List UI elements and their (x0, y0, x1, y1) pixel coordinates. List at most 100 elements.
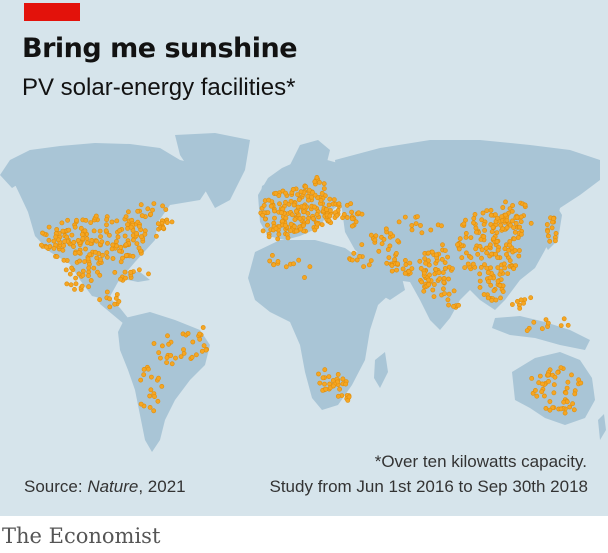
solar-facility-dot (437, 276, 443, 282)
solar-facility-dot (150, 207, 155, 213)
solar-facility-dot (418, 223, 423, 228)
solar-facility-dot (348, 201, 354, 207)
solar-facility-dot (336, 201, 342, 207)
solar-facility-dot (282, 223, 288, 228)
solar-facility-dot (159, 343, 165, 349)
solar-facility-dot (403, 262, 409, 268)
solar-facility-dot (392, 257, 397, 262)
solar-facility-dot (346, 394, 352, 400)
solar-facility-dot (74, 217, 79, 223)
solar-facility-dot (260, 212, 266, 218)
solar-facility-dot (125, 222, 130, 227)
solar-facility-dot (107, 296, 112, 302)
solar-facility-dot (564, 399, 570, 405)
solar-facility-dot (498, 222, 504, 228)
solar-facility-dot (478, 236, 484, 242)
solar-facility-dot (439, 223, 444, 229)
solar-facility-dot (54, 227, 60, 232)
solar-facility-dot (105, 240, 110, 246)
solar-facility-dot (344, 215, 350, 220)
solar-facility-dot (138, 234, 144, 240)
africa (248, 240, 392, 410)
solar-facility-dot (67, 271, 73, 277)
solar-facility-dot (310, 189, 315, 195)
solar-facility-dot (291, 261, 296, 267)
solar-facility-dot (151, 341, 157, 346)
solar-facility-dot (490, 224, 496, 230)
solar-facility-dot (75, 237, 81, 243)
solar-facility-dot (426, 282, 432, 287)
solar-facility-dot (565, 379, 571, 385)
solar-facility-dot (439, 256, 445, 262)
source-prefix: Source: (24, 477, 88, 496)
solar-facility-dot (61, 243, 66, 249)
solar-facility-dot (321, 186, 327, 191)
solar-facility-dot (88, 220, 94, 225)
solar-facility-dot (500, 205, 506, 210)
solar-facility-dot (477, 278, 483, 284)
solar-facility-dot (141, 366, 147, 372)
solar-facility-dot (265, 222, 270, 228)
solar-facility-dot (456, 302, 461, 308)
solar-facility-dot (173, 355, 178, 361)
solar-facility-dot (272, 215, 277, 221)
solar-facility-dot (551, 216, 556, 221)
solar-facility-dot (393, 250, 399, 256)
solar-facility-dot (71, 244, 76, 249)
solar-facility-dot (185, 331, 191, 336)
solar-facility-dot (402, 257, 408, 263)
solar-facility-dot (419, 230, 425, 236)
landmasses (0, 133, 606, 452)
solar-facility-dot (428, 227, 434, 233)
solar-facility-dot (283, 199, 288, 205)
solar-facility-dot (40, 230, 45, 236)
economist-logo: The Economist (2, 524, 161, 548)
solar-facility-dot (151, 201, 157, 206)
solar-facility-dot (84, 236, 90, 242)
solar-facility-dot (489, 251, 494, 257)
solar-facility-dot (116, 298, 122, 304)
solar-facility-dot (94, 238, 99, 244)
solar-facility-dot (539, 326, 545, 332)
solar-facility-dot (291, 202, 297, 208)
solar-facility-dot (462, 265, 468, 270)
solar-facility-dot (421, 288, 427, 294)
solar-facility-dot (558, 323, 564, 328)
solar-facility-dot (418, 265, 424, 271)
solar-facility-dot (146, 271, 151, 277)
solar-facility-dot (312, 204, 317, 210)
solar-facility-dot (318, 197, 324, 203)
solar-facility-dot (518, 219, 524, 225)
solar-facility-dot (68, 282, 74, 288)
solar-facility-dot (488, 212, 494, 218)
solar-facility-dot (136, 245, 142, 251)
solar-facility-dot (376, 248, 382, 254)
solar-facility-dot (562, 410, 568, 416)
solar-facility-dot (445, 254, 450, 260)
solar-facility-dot (44, 244, 49, 250)
solar-facility-dot (320, 375, 326, 381)
solar-facility-dot (340, 376, 346, 382)
solar-facility-dot (498, 268, 504, 274)
solar-facility-dot (306, 187, 312, 193)
solar-facility-dot (156, 350, 162, 355)
solar-facility-dot (63, 267, 69, 273)
solar-facility-dot (288, 198, 294, 204)
solar-facility-dot (123, 242, 129, 248)
solar-facility-dot (277, 201, 282, 207)
solar-facility-dot (115, 234, 121, 240)
solar-facility-dot (455, 242, 460, 248)
solar-facility-dot (442, 260, 448, 265)
solar-facility-dot (419, 279, 425, 285)
solar-facility-dot (516, 253, 522, 259)
solar-facility-dot (324, 206, 329, 212)
solar-facility-dot (80, 268, 86, 274)
solar-facility-dot (569, 372, 574, 378)
solar-facility-dot (312, 179, 318, 185)
solar-facility-dot (451, 288, 457, 294)
solar-facility-dot (518, 297, 524, 303)
solar-facility-dot (359, 242, 365, 247)
solar-facility-dot (549, 225, 555, 231)
solar-facility-dot (343, 381, 349, 387)
solar-facility-dot (539, 389, 545, 395)
